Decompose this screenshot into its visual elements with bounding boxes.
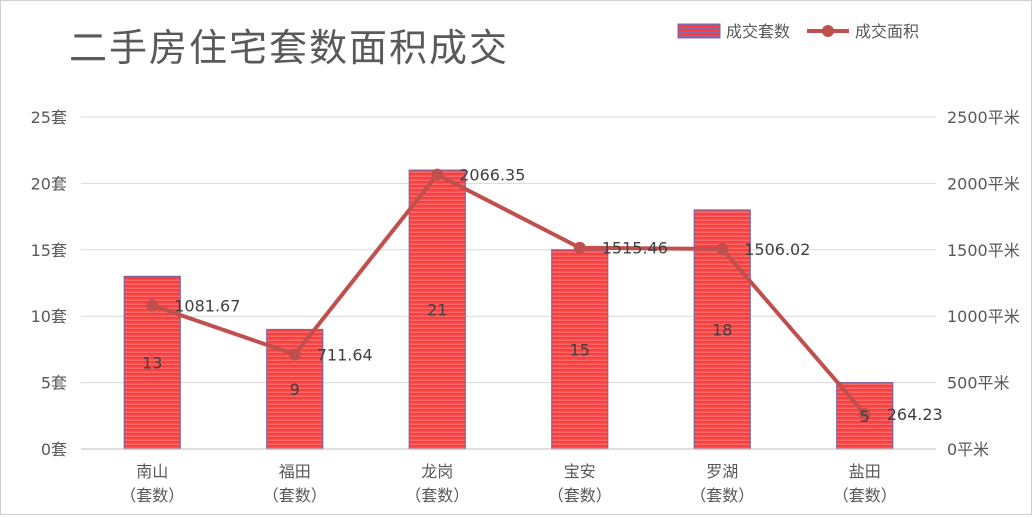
line-value-label: 1506.02: [744, 240, 810, 259]
x-tick-sublabel: （套数）: [263, 486, 327, 505]
line-point: [716, 243, 729, 256]
y-right-tick-label: 500平米: [947, 374, 1010, 393]
x-tick-label: 福田: [279, 462, 311, 481]
y-right-tick-label: 1500平米: [947, 241, 1020, 260]
bar-value-label: 21: [427, 301, 447, 320]
x-tick-label: 盐田: [849, 462, 881, 481]
y-left-tick-label: 0套: [41, 440, 67, 459]
bar-value-label: 5: [860, 407, 870, 426]
y-left-tick-label: 10套: [31, 307, 67, 326]
y-left-tick-label: 20套: [31, 174, 67, 193]
line-point: [858, 407, 871, 420]
chart-title: 二手房住宅套数面积成交: [69, 26, 509, 70]
bar: [408, 169, 466, 450]
y-right-tick-label: 2500平米: [947, 108, 1020, 127]
bar-value-label: 15: [570, 340, 590, 359]
line-value-label: 264.23: [887, 405, 943, 424]
gridlines: [81, 116, 936, 384]
line-value-label: 1081.67: [174, 296, 240, 315]
line-point: [146, 299, 159, 312]
x-tick-label: 南山: [136, 462, 168, 481]
line-point: [288, 348, 301, 361]
legend-label-bars: 成交套数: [726, 22, 790, 41]
y-right-tick-label: 2000平米: [947, 174, 1020, 193]
line-value-label: 2066.35: [459, 166, 525, 185]
line-value-label: 711.64: [317, 345, 373, 364]
x-tick-sublabel: （套数）: [690, 486, 754, 505]
line-value-label: 1515.46: [602, 239, 668, 258]
line-point: [431, 168, 444, 181]
x-tick-sublabel: （套数）: [405, 486, 469, 505]
data-labels: 13 9 21 15 18 5 1081.67 711.64 2066.35 1515.46 150…: [142, 166, 943, 426]
x-tick-label: 龙岗: [421, 462, 453, 481]
bar-value-label: 18: [712, 320, 732, 339]
x-tick-label: 罗湖: [706, 462, 738, 481]
bar-value-label: 13: [142, 354, 162, 373]
bar-value-label: 9: [290, 380, 300, 399]
legend-swatch-bars: [677, 23, 721, 39]
x-tick-sublabel: （套数）: [548, 486, 612, 505]
x-tick-label: 宝安: [564, 462, 596, 481]
x-tick-sublabel: （套数）: [120, 486, 184, 505]
y-right-tick-label: 1000平米: [947, 307, 1020, 326]
legend-label-line: 成交面积: [855, 22, 919, 41]
legend-swatch-marker: [822, 25, 834, 37]
axes: 0套 0平米 5套 500平米 10套 1000平米 15套 1500平米 20套 2000平米 2…: [31, 108, 1020, 505]
line-point: [573, 241, 586, 254]
legend: 成交套数 成交面积: [677, 22, 919, 41]
y-right-tick-label: 0平米: [947, 440, 989, 459]
y-left-tick-label: 25套: [31, 108, 67, 127]
area-line: [151, 172, 867, 416]
y-left-tick-label: 5套: [41, 374, 67, 393]
line-series: [146, 168, 871, 420]
y-left-tick-label: 15套: [31, 241, 67, 260]
x-tick-sublabel: （套数）: [833, 486, 897, 505]
